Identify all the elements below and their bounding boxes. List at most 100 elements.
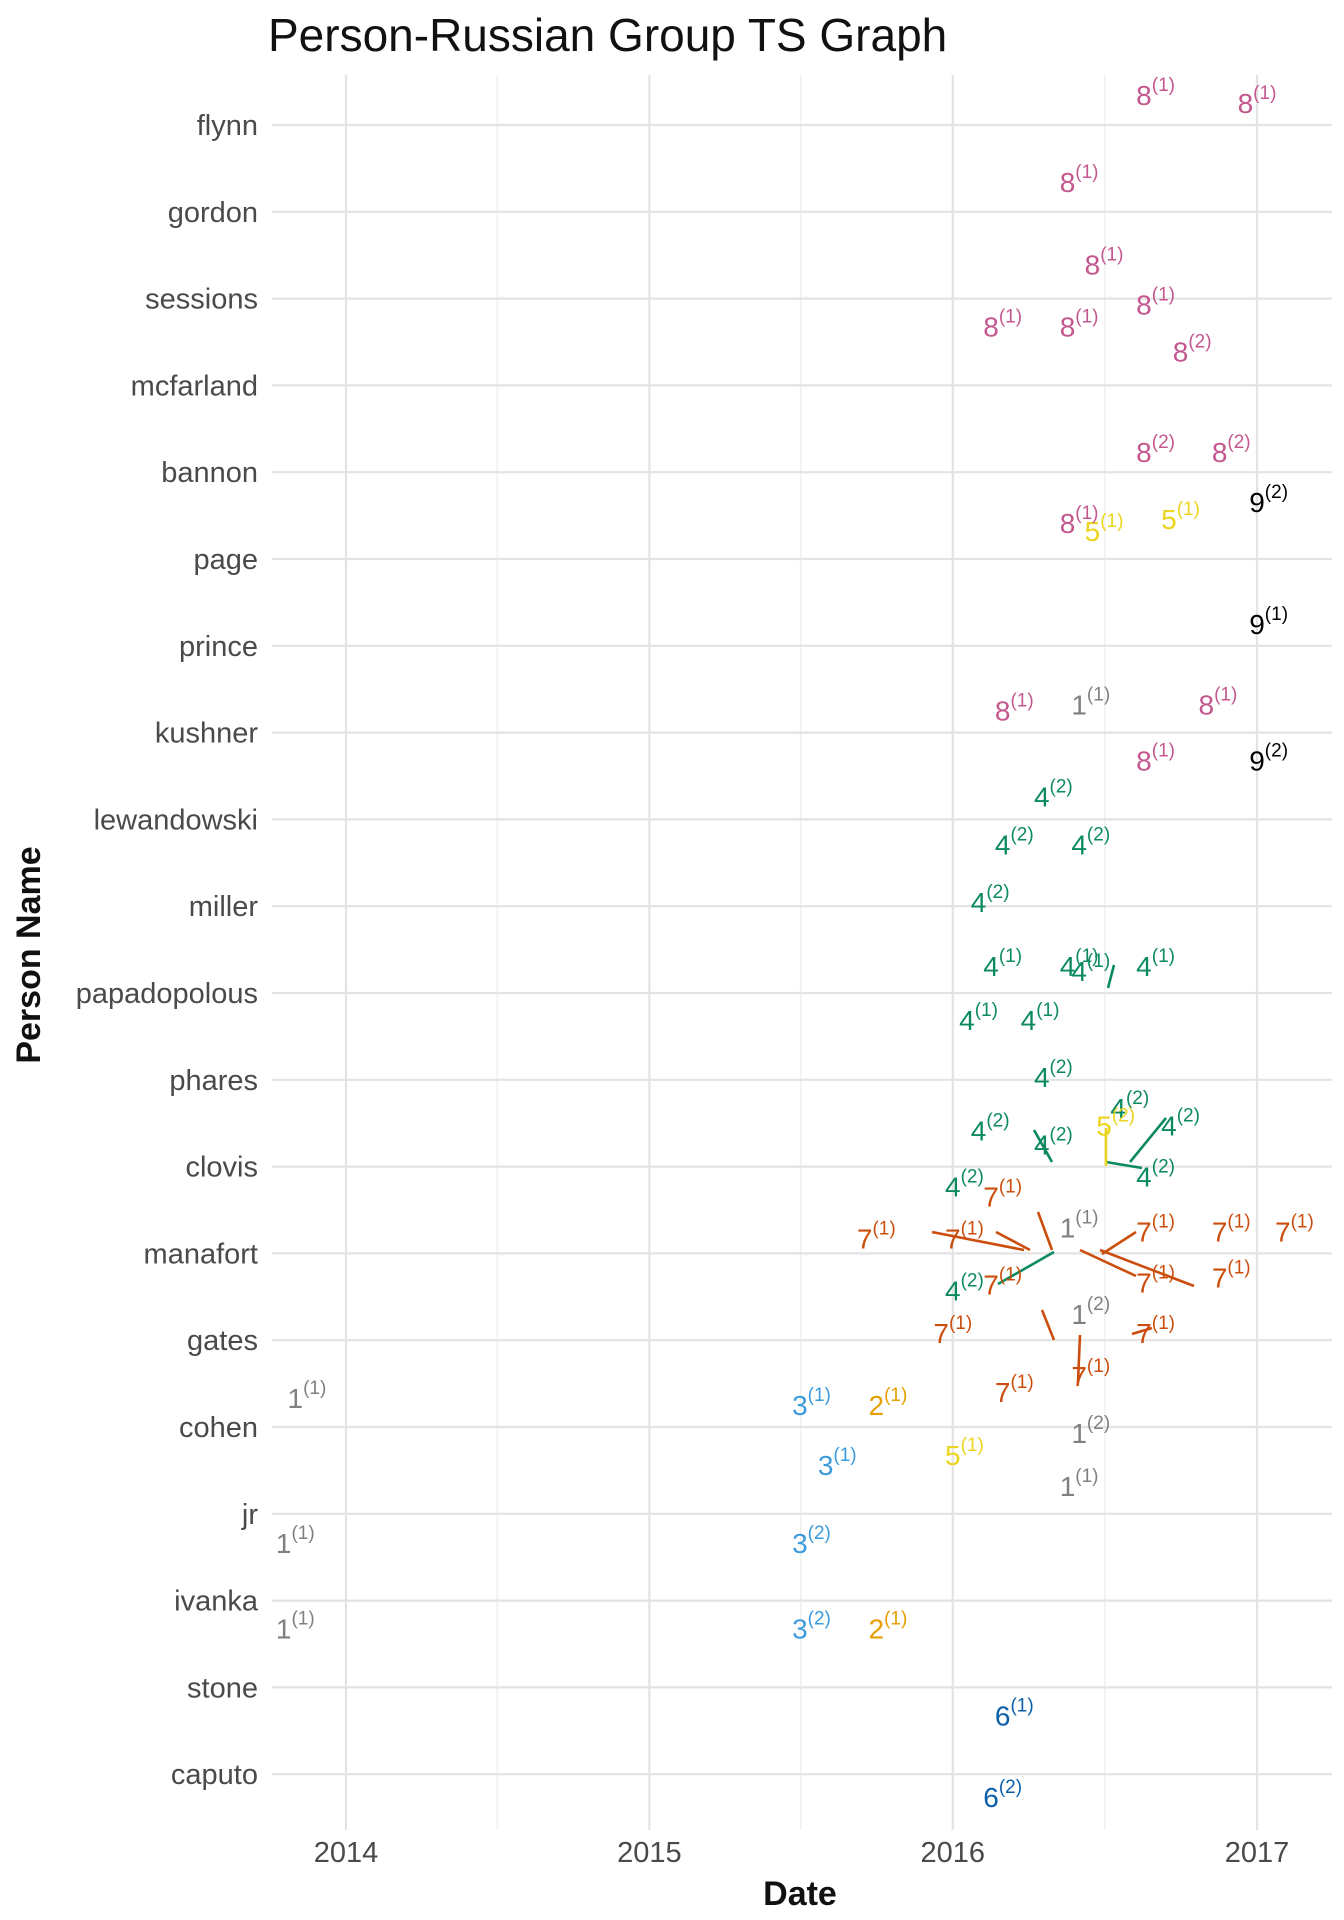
leader-line <box>1079 1248 1137 1278</box>
point-label: 8(1) <box>983 307 1022 343</box>
y-tick-label: stone <box>187 1672 258 1704</box>
y-tick-label: caputo <box>171 1759 258 1791</box>
point-label: 4(2) <box>1161 1106 1200 1142</box>
y-tick-label: page <box>193 544 258 576</box>
point-label: 4(2) <box>1136 1157 1175 1193</box>
leader-line <box>1032 1129 1054 1163</box>
leader-line <box>995 1230 1031 1252</box>
point-label: 4(1) <box>983 946 1022 982</box>
y-tick-label: bannon <box>161 457 258 489</box>
point-label: 2(1) <box>869 1385 908 1421</box>
x-tick-label: 2014 <box>314 1837 379 1869</box>
chart-title: Person-Russian Group TS Graph <box>268 9 948 61</box>
point-label: 5(2) <box>1096 1106 1135 1142</box>
point-label: 1(2) <box>1071 1294 1110 1330</box>
point-label: 7(1) <box>857 1218 896 1254</box>
leader-line <box>1106 964 1116 989</box>
point-label: 1(1) <box>276 1523 315 1559</box>
y-tick-label: prince <box>179 631 258 663</box>
point-label: 4(1) <box>1071 951 1110 987</box>
point-label: 7(1) <box>1136 1313 1175 1349</box>
point-labels: 8(1) 8(1) 8(1) 8(1) 8(1) 8(1) 8(1) 8(2) 8(2) 8(2)… <box>276 75 1314 1813</box>
point-label: 8(1) <box>1136 741 1175 777</box>
point-label: 1(1) <box>1071 685 1110 721</box>
y-tick-label: kushner <box>155 718 259 750</box>
leader-line <box>1105 1160 1143 1170</box>
point-label: 3(2) <box>792 1523 831 1559</box>
leader-line <box>997 1250 1055 1286</box>
point-label: 4(2) <box>1034 1057 1073 1093</box>
point-label: 2(1) <box>869 1609 908 1645</box>
point-label: 7(1) <box>1212 1211 1251 1247</box>
point-label: 7(1) <box>1071 1356 1110 1392</box>
leader-line <box>1131 1326 1153 1336</box>
point-label: 4(2) <box>971 882 1010 918</box>
y-tick-label: miller <box>189 891 259 923</box>
point-label: 6(1) <box>995 1695 1034 1731</box>
point-label: 4(2) <box>945 1167 984 1203</box>
leader-line <box>1099 1248 1195 1288</box>
point-label: 5(1) <box>1161 499 1200 535</box>
y-tick-label: sessions <box>145 284 258 316</box>
x-tick-labels: 2014 2015 2016 2017 <box>314 1837 1290 1869</box>
point-label: 4(2) <box>1034 1125 1073 1161</box>
y-axis-title: Person Name <box>10 846 48 1063</box>
leader-line <box>1128 1117 1168 1163</box>
point-label: 5(1) <box>1085 511 1124 547</box>
leader-line <box>1040 1309 1056 1341</box>
y-tick-label: mcfarland <box>131 370 258 402</box>
point-label: 4(2) <box>1110 1088 1149 1124</box>
point-label: 3(2) <box>792 1609 831 1645</box>
x-tick-label: 2015 <box>617 1837 682 1869</box>
point-label: 8(1) <box>1060 162 1099 198</box>
x-axis-title: Date <box>763 1875 837 1913</box>
y-tick-label: flynn <box>197 110 258 142</box>
y-tick-label: lewandowski <box>94 804 258 836</box>
leader-line <box>1036 1211 1054 1251</box>
point-label: 8(1) <box>1136 75 1175 111</box>
x-gridlines <box>344 75 1259 1830</box>
x-tick-label: 2017 <box>1225 1837 1290 1869</box>
point-label: 7(1) <box>1136 1262 1175 1298</box>
point-label: 6(2) <box>983 1777 1022 1813</box>
x-tick-label: 2016 <box>921 1837 986 1869</box>
point-label: 4(2) <box>971 1111 1010 1147</box>
point-label: 9(2) <box>1249 482 1288 518</box>
y-tick-label: ivanka <box>174 1586 259 1618</box>
y-tick-label: manafort <box>144 1238 258 1270</box>
label-leader-lines <box>931 964 1195 1383</box>
leader-line <box>931 1230 1025 1252</box>
y-tick-label: gates <box>187 1325 258 1357</box>
point-label: 7(1) <box>1275 1211 1314 1247</box>
point-label: 9(1) <box>1249 604 1288 640</box>
point-label: 1(1) <box>1060 1466 1099 1502</box>
point-label: 8(2) <box>1173 331 1212 367</box>
point-label: 8(2) <box>1136 432 1175 468</box>
point-label: 4(1) <box>1136 946 1175 982</box>
y-tick-label: clovis <box>185 1152 258 1184</box>
y-tick-label: phares <box>169 1065 258 1097</box>
point-label: 9(2) <box>1249 741 1288 777</box>
point-label: 3(1) <box>818 1445 857 1481</box>
point-label: 7(1) <box>995 1372 1034 1408</box>
point-label: 8(1) <box>1060 503 1099 539</box>
point-label: 7(1) <box>945 1218 984 1254</box>
point-label: 4(1) <box>1021 1000 1060 1036</box>
point-label: 7(1) <box>933 1313 972 1349</box>
point-label: 1(1) <box>288 1378 327 1414</box>
point-label: 4(2) <box>1034 776 1073 812</box>
point-label: 8(1) <box>1199 685 1238 721</box>
point-label: 8(2) <box>1212 432 1251 468</box>
point-label: 7(1) <box>1212 1257 1251 1293</box>
point-label: 1(1) <box>276 1609 315 1645</box>
y-tick-label: jr <box>241 1499 258 1531</box>
point-label: 8(1) <box>1060 307 1099 343</box>
point-label: 4(2) <box>995 824 1034 860</box>
point-label: 4(2) <box>945 1270 984 1306</box>
leader-line <box>1101 1230 1137 1256</box>
point-label: 7(1) <box>983 1264 1022 1300</box>
point-label: 8(1) <box>995 691 1034 727</box>
y-tick-label: cohen <box>179 1412 258 1444</box>
point-label: 8(1) <box>1085 245 1124 281</box>
